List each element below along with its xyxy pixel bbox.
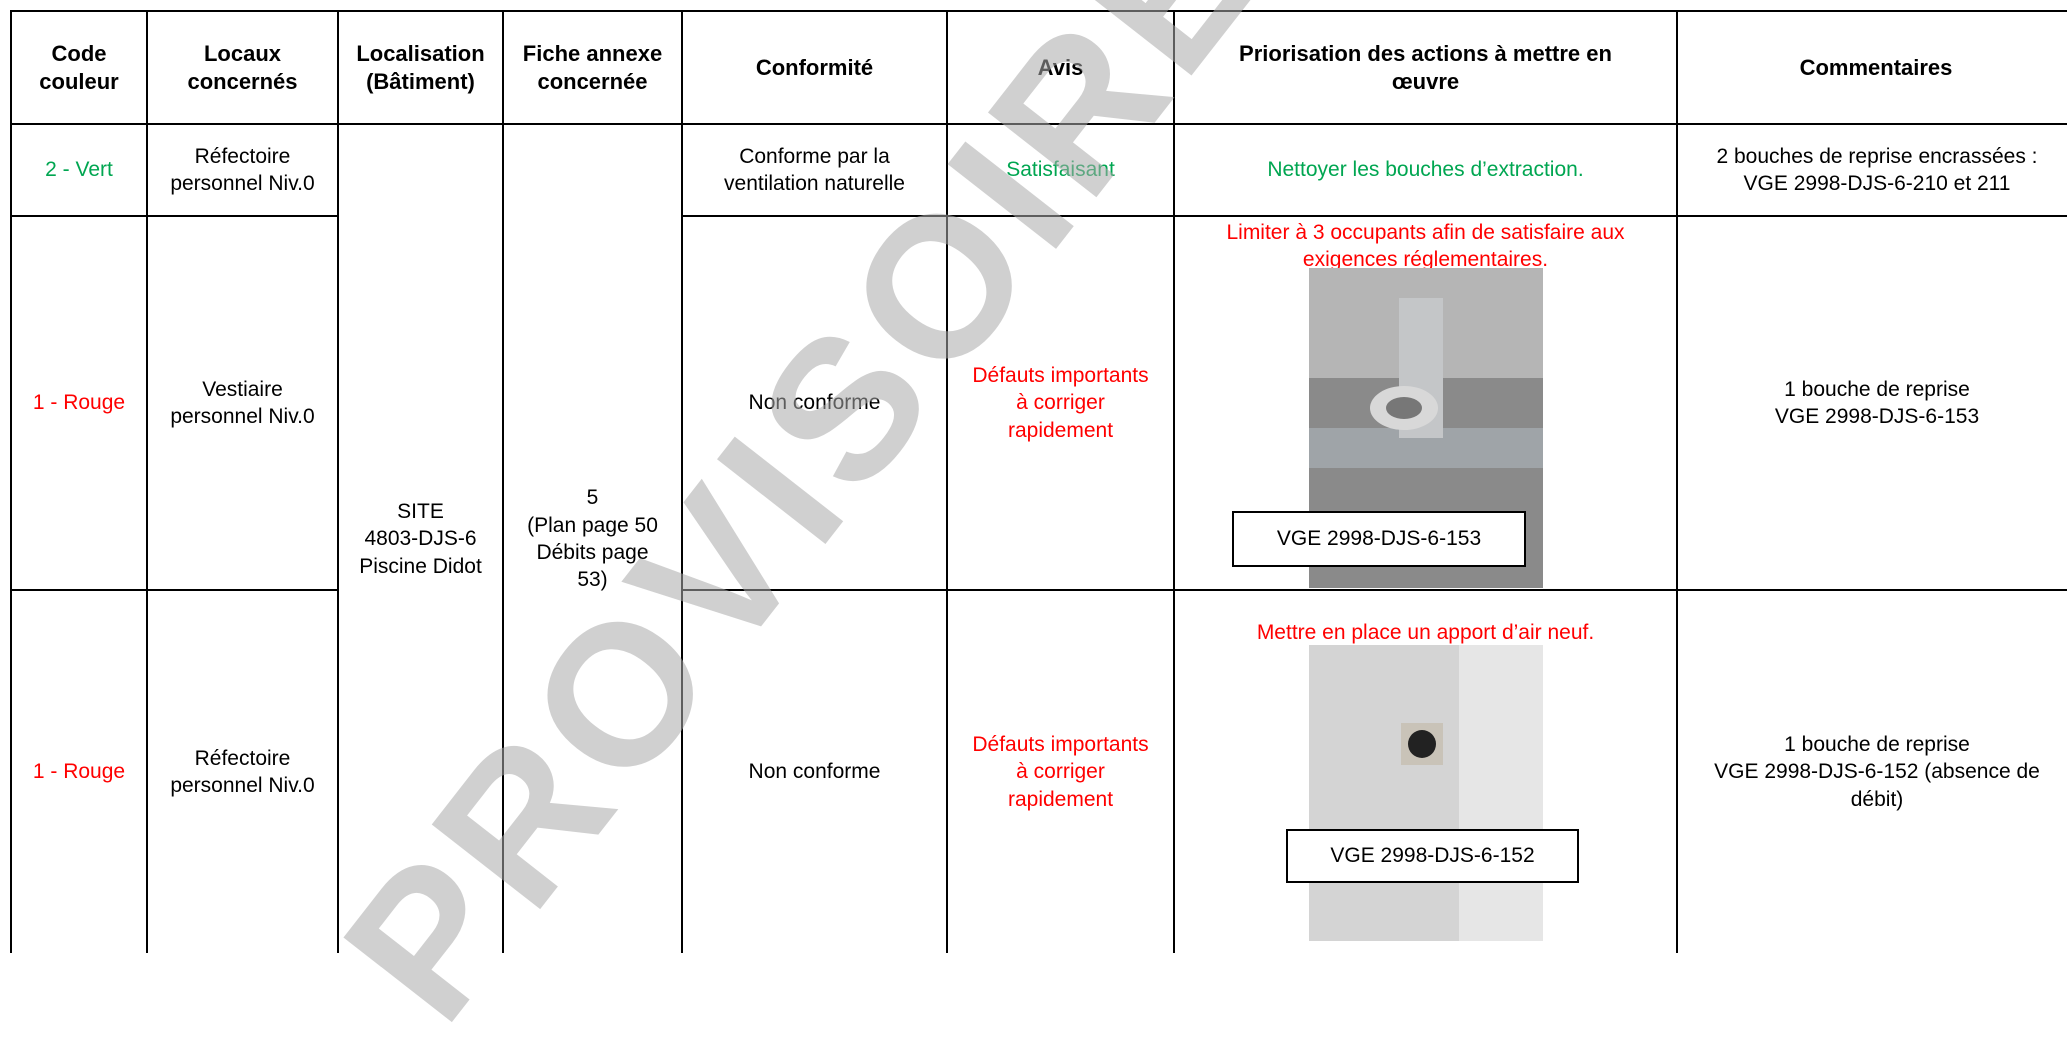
avis-cell: Défauts importants à corriger rapidement [946, 215, 1173, 589]
locaux-cell: Réfectoire personnel Niv.0 [146, 589, 337, 953]
conformite-cell: Conforme par la ventilation naturelle [681, 123, 946, 215]
commentaires-cell: 2 bouches de reprise encrassées : VGE 29… [1676, 123, 2067, 215]
commentaires-cell: 1 bouche de reprise VGE 2998-DJS-6-152 (… [1676, 589, 2067, 953]
locaux-cell: Réfectoire personnel Niv.0 [146, 123, 337, 215]
photo-label: VGE 2998-DJS-6-153 [1232, 511, 1526, 567]
header-cell: Avis [946, 10, 1173, 123]
header-cell: Fiche annexe concernée [502, 10, 681, 123]
conformite-cell: Non conforme [681, 215, 946, 589]
photo-label: VGE 2998-DJS-6-152 [1286, 829, 1579, 883]
fiche-cell: 5 (Plan page 50 Débits page 53) [502, 123, 681, 953]
code-cell: 1 - Rouge [10, 589, 146, 953]
photo [1309, 645, 1543, 941]
header-cell: Commentaires [1676, 10, 2067, 123]
page: Code couleur Locaux concernés Localisati… [10, 0, 2067, 1060]
header-cell: Conformité [681, 10, 946, 123]
header-cell: Localisation (Bâtiment) [337, 10, 502, 123]
header-cell: Locaux concernés [146, 10, 337, 123]
conformite-cell: Non conforme [681, 589, 946, 953]
avis-cell: Défauts importants à corriger rapidement [946, 589, 1173, 953]
priorisation-cell: Limiter à 3 occupants afin de satisfaire… [1173, 215, 1676, 589]
locaux-cell: Vestiaire personnel Niv.0 [146, 215, 337, 589]
avis-cell: Satisfaisant [946, 123, 1173, 215]
localisation-cell: SITE 4803-DJS-6 Piscine Didot [337, 123, 502, 953]
code-cell: 2 - Vert [10, 123, 146, 215]
header-cell: Priorisation des actions à mettre en œuv… [1173, 10, 1676, 123]
code-cell: 1 - Rouge [10, 215, 146, 589]
priorisation-cell: Mettre en place un apport d’air neuf. [1173, 589, 1676, 953]
priorisation-cell: Nettoyer les bouches d’extraction. [1173, 123, 1676, 215]
header-cell: Code couleur [10, 10, 146, 123]
commentaires-cell: 1 bouche de reprise VGE 2998-DJS-6-153 [1676, 215, 2067, 589]
